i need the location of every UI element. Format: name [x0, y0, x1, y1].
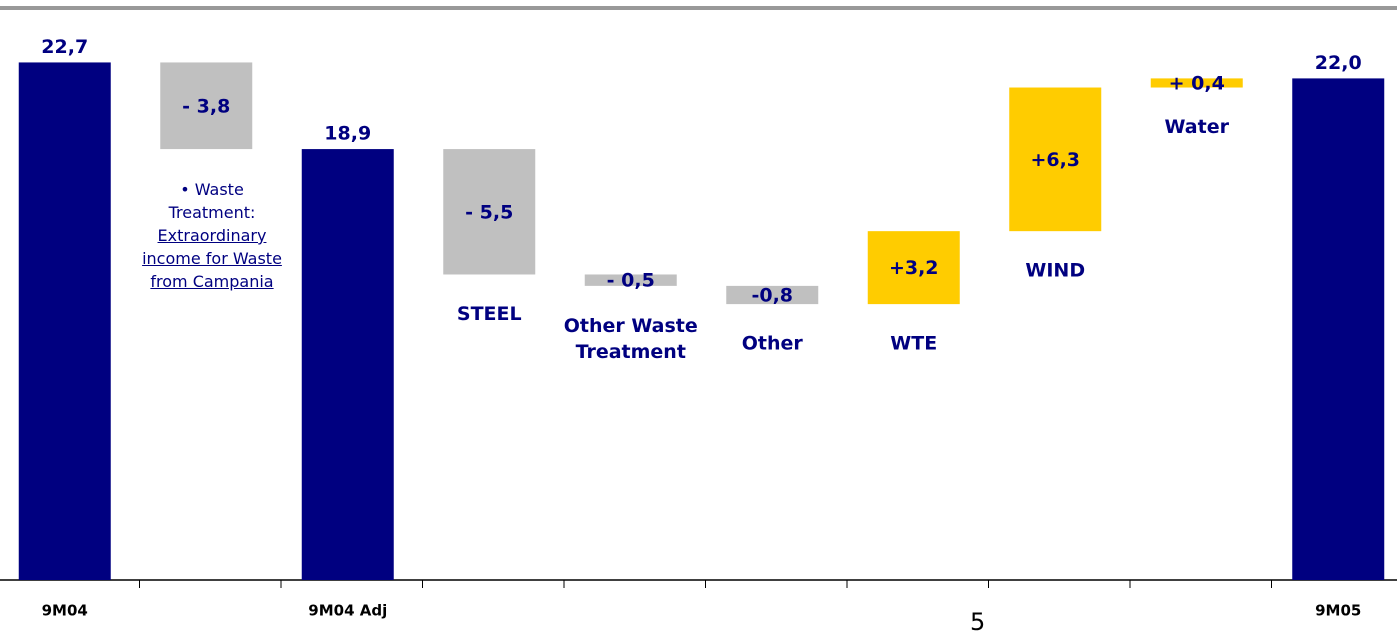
value-label: - 0,5: [607, 270, 655, 292]
bar: [726, 285, 819, 305]
x-tick-label: 9M05: [1315, 602, 1361, 620]
value-label: + 0,4: [1169, 72, 1225, 94]
annotation: Waste Treatment: Extraordinary income fo…: [142, 178, 282, 293]
bar-label: WTE: [890, 333, 937, 355]
bar-label-line: Treatment: [576, 340, 686, 362]
value-label: - 3,8: [182, 95, 230, 117]
x-tick-label: 9M04 Adj: [308, 602, 387, 620]
bar: [867, 231, 960, 305]
value-label: +6,3: [1030, 149, 1080, 171]
bar: [584, 274, 677, 286]
value-label: -0,8: [751, 285, 793, 307]
value-label: 22,0: [1315, 52, 1362, 74]
value-label: 18,9: [324, 123, 371, 145]
page-number: 5: [970, 608, 986, 636]
bar-label: Water: [1165, 116, 1230, 138]
annotation-link[interactable]: Extraordinary income for Waste from Camp…: [142, 226, 282, 291]
top-rule: [0, 6, 1397, 10]
bar-label: WIND: [1025, 260, 1085, 282]
bar-label-line: Other Waste: [564, 314, 698, 336]
bar-label: STEEL: [457, 303, 522, 325]
bar: [443, 149, 536, 275]
bar: [1009, 87, 1102, 232]
bar: [160, 62, 253, 150]
x-tick-label: 9M04: [42, 602, 88, 620]
bar: [1292, 78, 1385, 581]
value-label: 22,7: [41, 36, 88, 58]
value-label: +3,2: [889, 257, 939, 279]
bar: [301, 149, 394, 580]
value-label: - 5,5: [465, 201, 513, 223]
bar-label: Other Waste Treatment: [564, 314, 698, 362]
bar: [1150, 78, 1243, 88]
annotation-head: Waste Treatment:: [169, 180, 256, 222]
bar: [18, 62, 111, 580]
bar-label: Other: [742, 333, 804, 355]
